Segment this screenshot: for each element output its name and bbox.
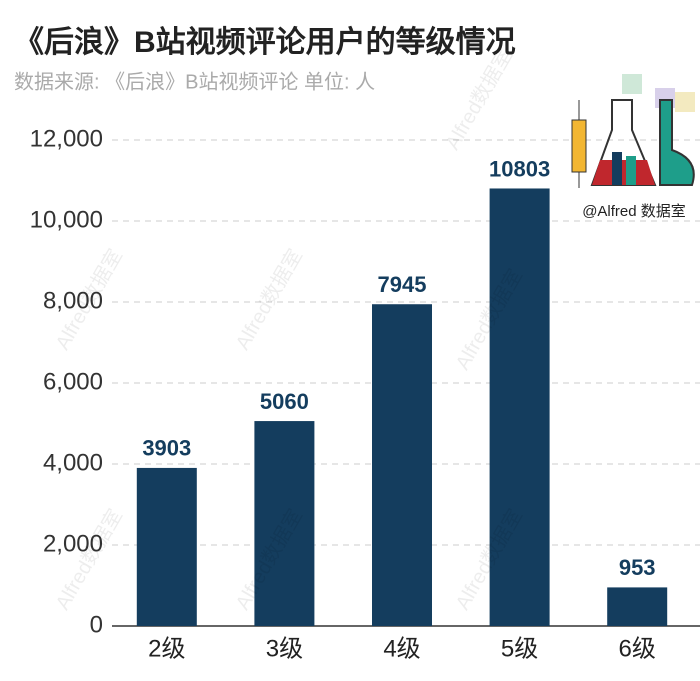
logo-square bbox=[675, 92, 695, 112]
x-tick-label: 4级 bbox=[383, 635, 420, 662]
y-tick-label: 12,000 bbox=[30, 125, 103, 152]
logo-square bbox=[622, 74, 642, 94]
bar bbox=[254, 421, 315, 626]
logo-flask bbox=[659, 99, 695, 186]
chart-title: 《后浪》B站视频评论用户的等级情况 bbox=[14, 25, 516, 59]
bar bbox=[136, 467, 197, 626]
logo: @Alfred 数据室 bbox=[571, 74, 695, 220]
bar bbox=[372, 304, 432, 626]
x-tick-label: 2级 bbox=[148, 635, 185, 662]
y-tick-label: 0 bbox=[90, 611, 103, 638]
logo-bar bbox=[612, 152, 622, 185]
value-label: 953 bbox=[619, 555, 656, 580]
x-tick-label: 5级 bbox=[501, 635, 538, 662]
value-label: 7945 bbox=[378, 272, 427, 297]
value-label: 10803 bbox=[489, 156, 550, 181]
x-tick-label: 3级 bbox=[266, 635, 303, 662]
logo-liquid bbox=[592, 160, 655, 185]
y-tick-label: 8,000 bbox=[43, 287, 103, 314]
logo-box bbox=[571, 119, 587, 173]
y-tick-label: 6,000 bbox=[43, 368, 103, 395]
value-label: 5060 bbox=[260, 389, 309, 414]
x-tick-label: 6级 bbox=[619, 635, 656, 662]
logo-bar bbox=[626, 156, 636, 185]
logo-text: @Alfred 数据室 bbox=[582, 203, 686, 220]
y-tick-label: 4,000 bbox=[43, 449, 103, 476]
y-tick-label: 10,000 bbox=[30, 206, 103, 233]
bar bbox=[489, 188, 550, 626]
value-label: 3903 bbox=[142, 436, 191, 461]
chart-subtitle: 数据来源: 《后浪》B站视频评论 单位: 人 bbox=[14, 70, 375, 93]
bar bbox=[607, 587, 668, 626]
y-tick-label: 2,000 bbox=[43, 530, 103, 557]
